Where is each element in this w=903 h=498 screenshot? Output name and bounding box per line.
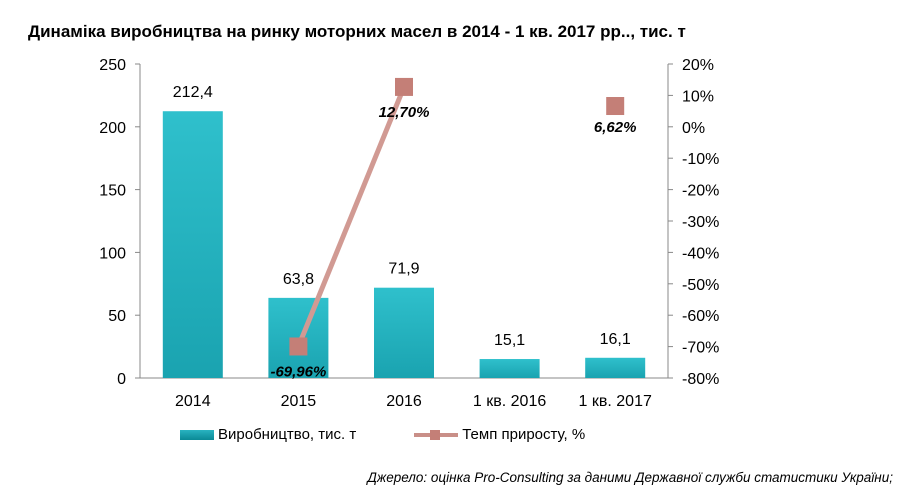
y-right-tick-label: 20% (682, 57, 714, 74)
legend-label-growth: Темп приросту, % (462, 426, 586, 443)
bar (374, 287, 434, 378)
bar (162, 111, 223, 379)
bar (585, 357, 646, 378)
bar-value-label: 16,1 (600, 331, 631, 348)
bar-value-label: 71,9 (388, 261, 419, 278)
bar (479, 359, 540, 378)
y-right-tick-label: -30% (682, 214, 719, 231)
source-note: Джерело: оцінка Pro-Consulting за даними… (367, 470, 893, 485)
chart-title: Динаміка виробництва на ринку моторних м… (28, 22, 686, 41)
x-tick-label: 2016 (386, 393, 422, 410)
x-tick-label: 2014 (175, 393, 211, 410)
y-right-tick-label: -20% (682, 183, 719, 200)
y-left-tick-label: 50 (108, 308, 126, 325)
y-right-tick-label: -40% (682, 245, 719, 262)
legend-item-production: Виробництво, тис. т (180, 426, 356, 443)
y-right-tick-label: -70% (682, 340, 719, 357)
x-tick-label: 1 кв. 2016 (473, 393, 546, 410)
bar-value-label: 212,4 (173, 84, 213, 101)
y-left-tick-label: 100 (99, 245, 126, 262)
y-right-tick-label: -50% (682, 277, 719, 294)
growth-value-label: -69,96% (270, 363, 326, 380)
legend-label-production: Виробництво, тис. т (218, 426, 357, 443)
growth-marker (606, 97, 625, 116)
y-right-tick-label: -60% (682, 308, 719, 325)
growth-line-segment (296, 85, 407, 348)
y-right-tick-label: 10% (682, 88, 714, 105)
y-right-tick-label: -80% (682, 371, 719, 388)
y-left-tick-label: 150 (99, 183, 126, 200)
x-tick-label: 1 кв. 2017 (579, 393, 652, 410)
combo-chart: 0 50 100 150 200 250 -80% -70% -60% -50% -40% -30% -… (99, 57, 719, 410)
legend-line-swatch (414, 429, 459, 440)
growth-marker (395, 77, 413, 96)
y-right-tick-label: -10% (682, 151, 719, 168)
growth-value-label: 12,70% (379, 104, 430, 121)
growth-value-label: 6,62% (594, 119, 637, 136)
x-tick-label: 2015 (281, 393, 317, 410)
y-left-tick-label: 0 (117, 371, 126, 388)
growth-marker (289, 337, 308, 356)
legend: Виробництво, тис. т Темп приросту, % (180, 426, 585, 443)
legend-bar-swatch (180, 429, 214, 440)
y-left-tick-label: 200 (99, 120, 126, 137)
legend-item-growth: Темп приросту, % (414, 426, 585, 443)
bar-value-label: 15,1 (494, 332, 525, 349)
y-left-tick-label: 250 (99, 57, 126, 74)
y-right-tick-label: 0% (682, 120, 705, 137)
bar-value-label: 63,8 (283, 271, 314, 288)
